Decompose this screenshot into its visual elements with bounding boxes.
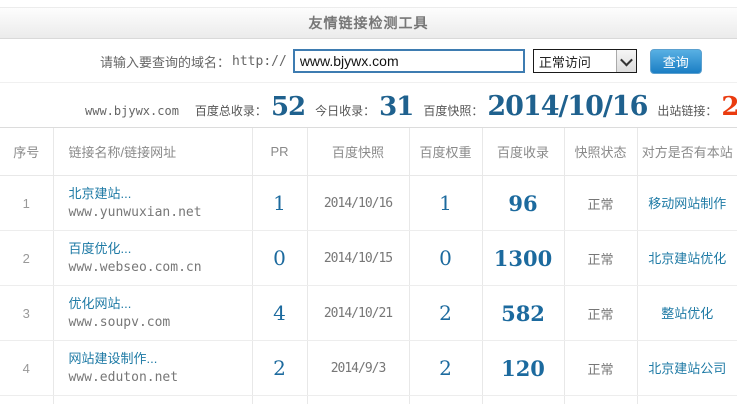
stats-domain: www.bjywx.com bbox=[85, 104, 179, 118]
access-status-selected-value: 正常访问 bbox=[538, 54, 591, 70]
backlink-anchor-link[interactable]: 北京建站优化 bbox=[648, 251, 727, 266]
col-header-snapshot: 百度快照 bbox=[306, 127, 409, 176]
row-index: 2 bbox=[0, 230, 53, 286]
site-url: www.eduton.net bbox=[68, 370, 179, 385]
stat-value-outbound-links: 29 bbox=[721, 92, 737, 122]
row-status: 正常 bbox=[563, 395, 637, 404]
row-included: 159 bbox=[481, 395, 564, 404]
row-name-cell: 网站建设制作... www.eduton.net bbox=[52, 340, 252, 396]
access-status-select[interactable]: 正常访问 bbox=[532, 49, 637, 73]
col-header-weight: 百度权重 bbox=[408, 127, 482, 176]
row-weight: 2 bbox=[408, 395, 482, 404]
site-name-link[interactable]: 网站建设制作... bbox=[68, 351, 158, 366]
table-row: 3 优化网站... www.soupv.com 4 2014/10/21 2 5… bbox=[0, 285, 737, 341]
table-row: 4 网站建设制作... www.eduton.net 2 2014/9/3 2 … bbox=[0, 340, 737, 396]
query-form: 请输入要查询的域名： http:// 正常访问 查询 bbox=[0, 39, 737, 83]
row-snapshot-date: 2014/10/15 bbox=[306, 230, 409, 286]
site-url: www.yunwuxian.net bbox=[68, 205, 202, 220]
row-snapshot-date: 2014/10/21 bbox=[306, 285, 409, 341]
site-name-link[interactable]: 百度优化... bbox=[68, 241, 132, 256]
table-row: 5 云排名... www.paiming7.com 2 2014/6/1 2 1… bbox=[0, 395, 737, 404]
row-snapshot-date: 2014/10/16 bbox=[306, 175, 409, 231]
domain-input[interactable] bbox=[292, 49, 525, 73]
row-name-cell: 百度优化... www.webseo.com.cn bbox=[52, 230, 252, 286]
row-index: 1 bbox=[0, 175, 53, 231]
col-header-included: 百度收录 bbox=[481, 127, 564, 176]
domain-input-label: 请输入要查询的域名： bbox=[100, 54, 231, 70]
row-pr: 2 bbox=[251, 340, 307, 396]
chevron-down-icon[interactable] bbox=[615, 50, 636, 72]
stat-label-today-indexed: 今日收录： bbox=[315, 104, 376, 118]
stat-label-outbound-links: 出站链接： bbox=[657, 104, 718, 118]
row-included: 120 bbox=[481, 340, 564, 396]
summary-stats: www.bjywx.com 百度总收录： 52 今日收录： 31 百度快照： 2… bbox=[0, 83, 737, 127]
site-url: www.soupv.com bbox=[68, 315, 171, 330]
row-status: 正常 bbox=[563, 285, 637, 341]
backlink-anchor-link[interactable]: 北京建站公司 bbox=[648, 361, 727, 376]
row-pr: 0 bbox=[251, 230, 307, 286]
site-name-link[interactable]: 北京建站... bbox=[68, 186, 132, 201]
row-weight: 0 bbox=[408, 230, 482, 286]
row-weight: 2 bbox=[408, 340, 482, 396]
row-name-cell: 优化网站... www.soupv.com bbox=[52, 285, 252, 341]
col-header-status: 快照状态 bbox=[563, 127, 637, 176]
stat-label-total-indexed: 百度总收录： bbox=[194, 104, 267, 118]
table-row: 2 百度优化... www.webseo.com.cn 0 2014/10/15… bbox=[0, 230, 737, 286]
row-weight: 2 bbox=[408, 285, 482, 341]
row-backlink-cell: 移动网站制作 bbox=[636, 175, 737, 231]
row-status: 正常 bbox=[563, 175, 637, 231]
stat-value-baidu-snapshot: 2014/10/16 bbox=[487, 91, 648, 122]
row-included: 582 bbox=[481, 285, 564, 341]
row-included: 96 bbox=[481, 175, 564, 231]
links-table: 序号 链接名称/链接网址 PR 百度快照 百度权重 百度收录 快照状态 对方是否… bbox=[0, 127, 737, 404]
stat-label-baidu-snapshot: 百度快照： bbox=[423, 104, 484, 118]
col-header-backlink: 对方是否有本站 bbox=[636, 127, 737, 176]
table-row: 1 北京建站... www.yunwuxian.net 1 2014/10/16… bbox=[0, 175, 737, 231]
query-button[interactable]: 查询 bbox=[649, 48, 702, 74]
row-backlink-cell: 整站优化 bbox=[636, 285, 737, 341]
stat-value-total-indexed: 52 bbox=[270, 92, 306, 122]
row-pr: 2 bbox=[251, 395, 307, 404]
protocol-prefix: http:// bbox=[232, 53, 287, 69]
row-weight: 1 bbox=[408, 175, 482, 231]
row-name-cell: 北京建站... www.yunwuxian.net bbox=[52, 175, 252, 231]
row-backlink-cell: 北京建站优化 bbox=[636, 230, 737, 286]
col-header-index: 序号 bbox=[0, 127, 53, 176]
table-header-row: 序号 链接名称/链接网址 PR 百度快照 百度权重 百度收录 快照状态 对方是否… bbox=[0, 127, 737, 176]
site-name-link[interactable]: 优化网站... bbox=[68, 296, 132, 311]
row-index: 4 bbox=[0, 340, 53, 396]
row-index: 3 bbox=[0, 285, 53, 341]
page-title: 友情链接检测工具 bbox=[0, 7, 737, 39]
row-backlink-cell: 北京建站优化 bbox=[636, 395, 737, 404]
backlink-anchor-link[interactable]: 整站优化 bbox=[661, 306, 714, 321]
row-index: 5 bbox=[0, 395, 53, 404]
backlink-anchor-link[interactable]: 移动网站制作 bbox=[648, 196, 727, 211]
col-header-name-url: 链接名称/链接网址 bbox=[52, 127, 252, 176]
row-snapshot-date: 2014/6/1 bbox=[306, 395, 409, 404]
row-status: 正常 bbox=[563, 340, 637, 396]
row-backlink-cell: 北京建站公司 bbox=[636, 340, 737, 396]
site-url: www.webseo.com.cn bbox=[68, 260, 202, 275]
row-status: 正常 bbox=[563, 230, 637, 286]
row-pr: 4 bbox=[251, 285, 307, 341]
row-pr: 1 bbox=[251, 175, 307, 231]
row-name-cell: 云排名... www.paiming7.com bbox=[52, 395, 252, 404]
stat-value-today-indexed: 31 bbox=[379, 92, 414, 122]
row-included: 1300 bbox=[481, 230, 564, 286]
row-snapshot-date: 2014/9/3 bbox=[306, 340, 409, 396]
col-header-pr: PR bbox=[251, 127, 307, 176]
